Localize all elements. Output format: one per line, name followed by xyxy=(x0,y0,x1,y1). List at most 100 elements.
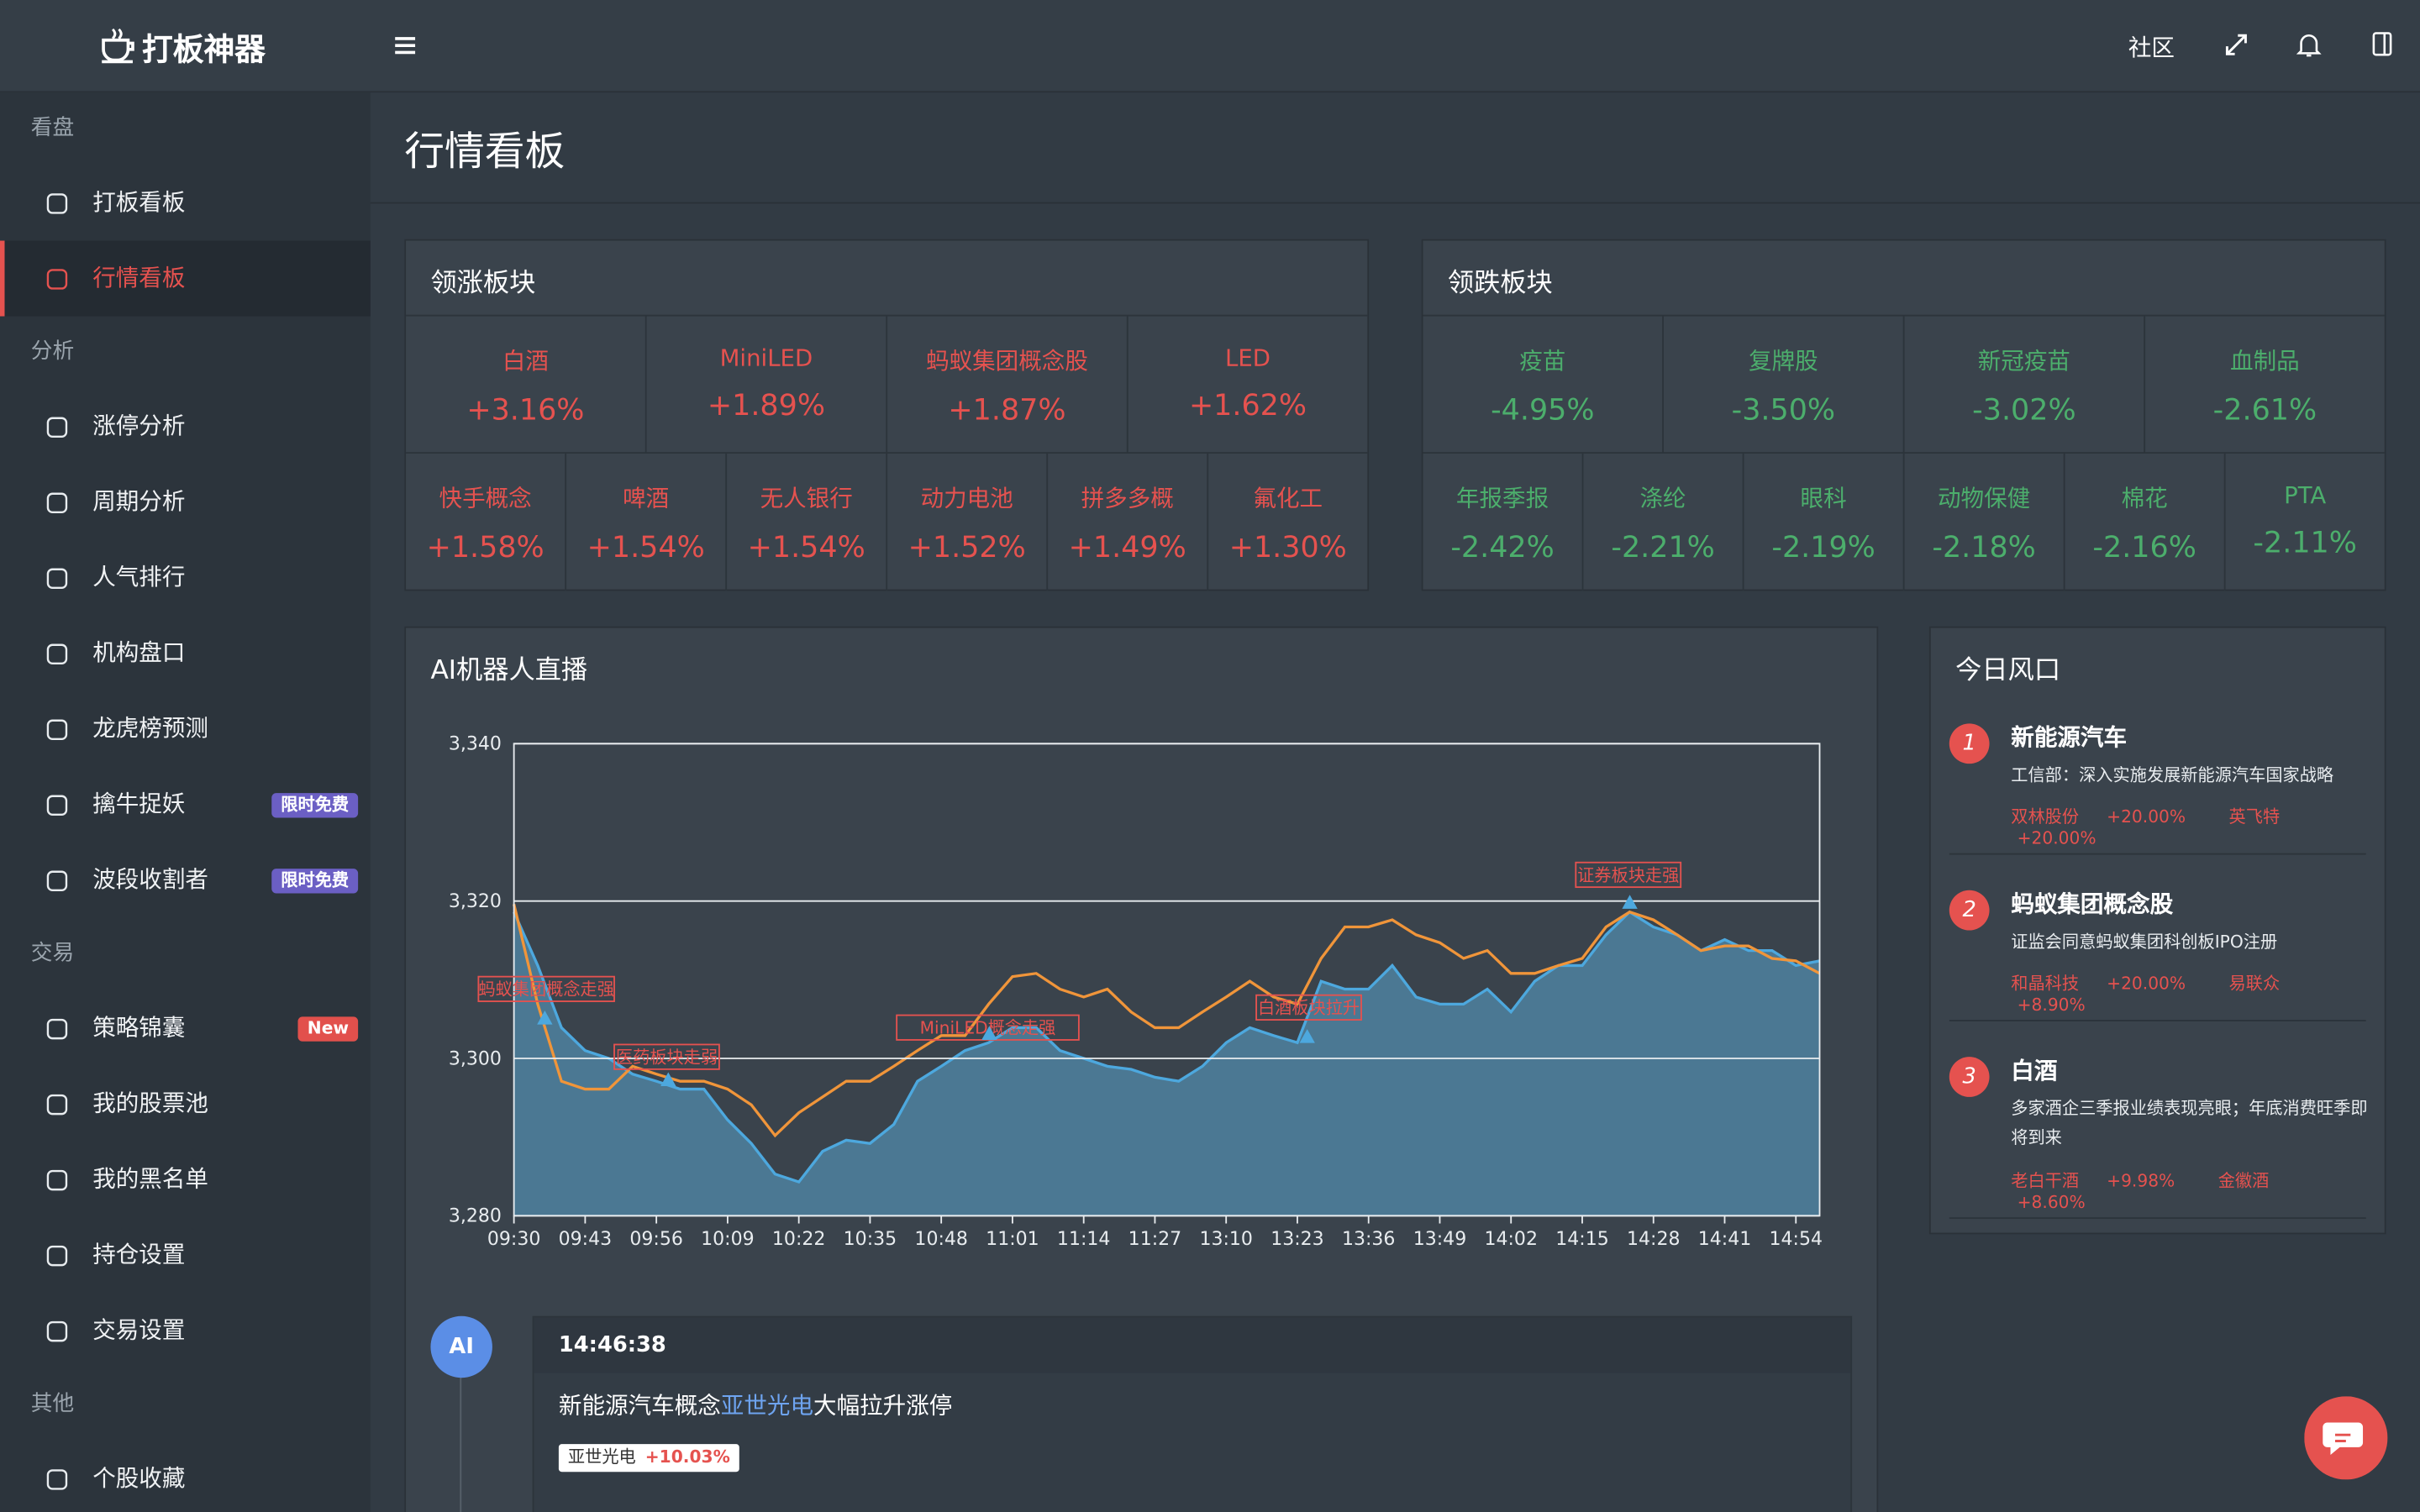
rank-badge: 3 xyxy=(1949,1057,1990,1097)
panel-toggle[interactable] xyxy=(2370,31,2395,59)
stock-link[interactable]: 亚世光电 xyxy=(720,1391,814,1420)
nav-item[interactable]: 行情看板 xyxy=(0,240,371,317)
message-text: 新能源汽车概念 xyxy=(558,1391,721,1420)
stock-tag[interactable]: 亚世光电 +10.03% xyxy=(558,1444,739,1473)
annotation-box xyxy=(1575,861,1682,889)
sector-cell[interactable]: 涤纶 -2.21% xyxy=(1581,454,1743,591)
nav-item[interactable]: 波段收割者 限时免费 xyxy=(0,843,371,918)
hot-stock[interactable]: 英飞特 +20.00% xyxy=(2011,807,2302,849)
nav-icon xyxy=(46,492,68,513)
annotation: 医药板块走弱 xyxy=(616,1047,718,1068)
hot-stock[interactable]: 双林股份 +20.00% xyxy=(2011,807,2207,827)
chat-button[interactable] xyxy=(2304,1396,2388,1480)
sector-cell[interactable]: 复牌股 -3.50% xyxy=(1662,316,1903,454)
nav-item[interactable]: 涨停分析 xyxy=(0,389,371,465)
sector-cell[interactable]: 动物保健 -2.18% xyxy=(1902,454,2064,591)
series-line xyxy=(513,910,1820,1184)
sector-cell[interactable]: 无人银行 +1.54% xyxy=(725,454,886,591)
fullscreen-button[interactable] xyxy=(2224,33,2249,57)
signal-marker xyxy=(537,1011,553,1025)
nav-label: 人气排行 xyxy=(92,563,186,591)
sector-cell[interactable]: 氟化工 +1.30% xyxy=(1207,454,1367,591)
hot-stock[interactable]: 和晶科技 +20.00% xyxy=(2011,974,2207,994)
x-tick-label: 10:48 xyxy=(914,1229,968,1250)
nav-item[interactable]: 我的股票池 xyxy=(0,1066,371,1142)
nav-item[interactable]: 打板看板 xyxy=(0,165,371,241)
nav-label: 策略锦囊 xyxy=(92,1013,186,1042)
rank-badge: 2 xyxy=(1949,890,1990,931)
sector-change: -2.19% xyxy=(1771,530,1876,565)
nav-icon xyxy=(46,719,68,740)
nav-item[interactable]: 个股收藏 xyxy=(0,1441,371,1512)
hot-title: 新能源汽车 xyxy=(2011,723,2128,752)
nav-item[interactable]: 龙虎榜预测 xyxy=(0,691,371,767)
section-title: 分析 xyxy=(30,339,75,365)
nav-item[interactable]: 擒牛捉妖 限时免费 xyxy=(0,767,371,843)
sector-change: -2.21% xyxy=(1611,530,1715,565)
hot-item: 1 新能源汽车工信部：深入实施发展新能源汽车国家战略 双林股份 +20.00% 英飞特+… xyxy=(1949,708,2366,855)
sector-name: 无人银行 xyxy=(760,484,853,512)
section-title: 其他 xyxy=(30,1391,75,1417)
sector-cell[interactable]: 蚂蚁集团概念股 +1.87% xyxy=(886,316,1127,454)
icon-shape xyxy=(46,795,68,816)
sector-name: 啤酒 xyxy=(623,484,670,512)
sector-cell[interactable]: 拼多多概 +1.49% xyxy=(1046,454,1207,591)
notification-button[interactable] xyxy=(2296,31,2322,59)
sector-cell[interactable]: 棉花 -2.16% xyxy=(2063,454,2224,591)
sector-cell[interactable]: 疫苗 -4.95% xyxy=(1423,317,1662,454)
nav-icon xyxy=(46,1169,68,1191)
hot-title: 蚂蚁集团概念股 xyxy=(2011,890,2174,918)
sector-cell[interactable]: 快手概念 +1.58% xyxy=(406,454,565,591)
sector-cell[interactable]: 血制品 -2.61% xyxy=(2144,316,2385,454)
nav-icon xyxy=(46,1245,68,1267)
hot-desc: 工信部：深入实施发展新能源汽车国家战略 xyxy=(2011,765,2334,785)
sector-name: 复牌股 xyxy=(1748,347,1818,375)
stock-change: +20.00% xyxy=(2107,806,2186,827)
series-line xyxy=(513,903,1821,1138)
sector-name: 血制品 xyxy=(2230,347,2300,375)
top-bar: 打板神器 社区 xyxy=(0,0,2420,93)
nav-icon xyxy=(46,643,68,664)
community-link[interactable]: 社区 xyxy=(2128,34,2175,62)
stock-change: +8.90% xyxy=(2017,995,2086,1016)
nav-label: 持仓设置 xyxy=(92,1240,186,1268)
nav-item[interactable]: 机构盘口 xyxy=(0,616,371,691)
nav-item[interactable]: 我的黑名单 xyxy=(0,1142,371,1217)
nav-item[interactable]: 策略锦囊 New xyxy=(0,990,371,1066)
icon-shape xyxy=(46,643,68,664)
sector-name: 疫苗 xyxy=(1519,347,1566,375)
sector-name: 拼多多概 xyxy=(1081,484,1174,512)
nav-label: 波段收割者 xyxy=(92,865,208,894)
nav-item[interactable]: 持仓设置 xyxy=(0,1217,371,1293)
rank-badge: 1 xyxy=(1949,723,1990,764)
nav-badge: 限时免费 xyxy=(271,869,359,894)
sector-cell[interactable]: 动力电池 +1.52% xyxy=(886,454,1046,591)
signal-marker xyxy=(1622,895,1638,909)
hot-item: 2 蚂蚁集团概念股 证监会同意蚂蚁集团科创板IPO注册 和晶科技 +20.00% 易联众 +… xyxy=(1949,874,2366,1021)
signal-marker xyxy=(660,1072,676,1087)
hot-stock[interactable]: 金徽酒 +8.60% xyxy=(2011,1171,2291,1213)
nav-item[interactable]: 人气排行 xyxy=(0,540,371,616)
x-tick-label: 14:02 xyxy=(1484,1229,1538,1250)
hot-stock[interactable]: 易联众 +8.90% xyxy=(2011,974,2302,1016)
sector-cell[interactable]: 眼科 -2.19% xyxy=(1742,454,1903,591)
hot-stock[interactable]: 老白干酒 +9.98% xyxy=(2011,1171,2196,1191)
sector-cell[interactable]: LED +1.62% xyxy=(1126,316,1368,454)
sector-cell[interactable]: 啤酒 +1.54% xyxy=(565,454,725,591)
nav-item[interactable]: 交易设置 xyxy=(0,1293,371,1368)
sector-name: LED xyxy=(1224,344,1270,372)
sector-cell[interactable]: 新冠疫苗 -3.02% xyxy=(1902,316,2144,454)
sector-cell[interactable]: 年报季报 -2.42% xyxy=(1423,454,1581,591)
nav-item[interactable]: 周期分析 xyxy=(0,465,371,540)
sector-cell[interactable]: MiniLED +1.89% xyxy=(644,316,886,454)
panel-title: AI机器人直播 xyxy=(430,655,588,687)
sector-cell[interactable]: 白酒 +3.16% xyxy=(406,317,645,454)
sector-name: 年报季报 xyxy=(1455,484,1549,512)
sector-name: 快手概念 xyxy=(439,484,532,512)
sector-cell[interactable]: PTA -2.11% xyxy=(2223,454,2385,591)
sector-change: +1.52% xyxy=(908,530,1026,565)
annotation: MiniLED概念走强 xyxy=(920,1018,1056,1038)
hot-title: 白酒 xyxy=(2011,1057,2058,1085)
icon-shape xyxy=(46,1094,68,1116)
menu-toggle[interactable] xyxy=(393,34,418,58)
